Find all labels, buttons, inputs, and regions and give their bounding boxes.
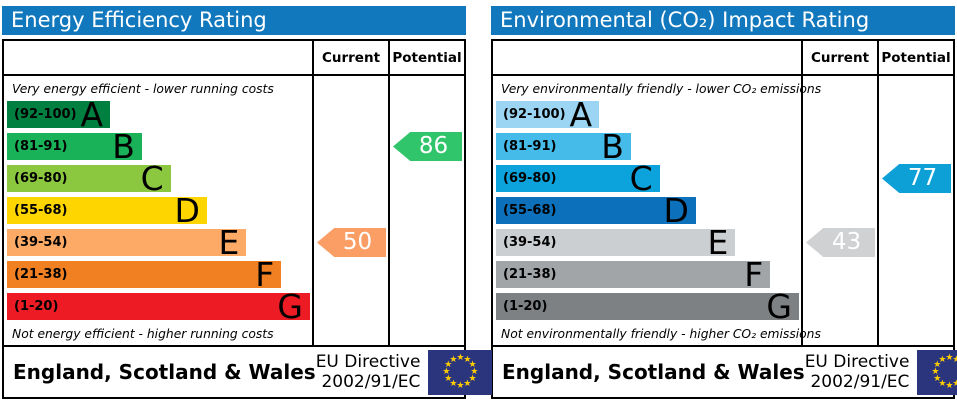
environmental-table-body: Very environmentally friendly - lower CO… <box>493 76 953 345</box>
energy-eu-directive-line2: 2002/91/EC <box>321 372 421 392</box>
environmental-band-c-range: (69-80) <box>503 171 557 186</box>
energy-panel-title: Energy Efficiency Rating <box>2 6 466 35</box>
environmental-region-label: England, Scotland & Wales <box>502 360 805 384</box>
environmental-table-header-row: Current Potential <box>493 41 953 76</box>
energy-band-a-letter: A <box>80 95 104 134</box>
environmental-band-c: (69-80) C <box>496 159 660 198</box>
energy-potential-column: 86 <box>388 76 464 345</box>
environmental-band-g-letter: G <box>766 287 792 326</box>
environmental-band-e-range: (39-54) <box>503 235 557 250</box>
energy-band-b: (81-91) B <box>7 127 142 166</box>
environmental-band-f-range: (21-38) <box>503 267 557 282</box>
environmental-band-e-letter: E <box>707 223 729 262</box>
environmental-band-g-range: (1-20) <box>503 299 548 314</box>
energy-bottom-note: Not energy efficient - higher running co… <box>12 327 274 341</box>
energy-band-c: (69-80) C <box>7 159 171 198</box>
environmental-potential-rating-arrow: 77 <box>882 164 951 193</box>
environmental-band-d-range: (55-68) <box>503 203 557 218</box>
environmental-band-area: Very environmentally friendly - lower CO… <box>493 76 822 345</box>
environmental-band-g: (1-20) G <box>496 287 799 326</box>
eu-flag-icon <box>428 349 493 395</box>
environmental-top-note: Very environmentally friendly - lower CO… <box>501 82 822 96</box>
environmental-header-spacer <box>493 41 801 74</box>
energy-band-f-range: (21-38) <box>14 267 68 282</box>
energy-band-g-range: (1-20) <box>14 299 59 314</box>
energy-band-c-range: (69-80) <box>14 171 68 186</box>
environmental-band-c-letter: C <box>629 159 653 198</box>
environmental-band-e: (39-54) E <box>496 223 736 262</box>
energy-band-d: (55-68) D <box>7 191 207 230</box>
energy-rating-table: Current Potential Very energy efficient … <box>2 39 466 347</box>
energy-band-a-range: (92-100) <box>14 107 77 122</box>
environmental-eu-directive-label: EU Directive 2002/91/EC <box>805 352 910 392</box>
energy-band-g-letter: G <box>277 287 303 326</box>
energy-band-e: (39-54) E <box>7 223 247 262</box>
energy-potential-column-header: Potential <box>388 41 464 74</box>
energy-current-column-header: Current <box>312 41 388 74</box>
energy-current-column: 50 <box>312 76 388 345</box>
environmental-footer: England, Scotland & Wales EU Directive 2… <box>491 345 957 399</box>
environmental-band-b: (81-91) B <box>496 127 631 166</box>
environmental-band-f-letter: F <box>744 255 764 294</box>
environmental-band-d-letter: D <box>663 191 689 230</box>
environmental-band-a-range: (92-100) <box>503 107 566 122</box>
energy-band-f: (21-38) F <box>7 255 282 294</box>
environmental-panel-title: Environmental (CO₂) Impact Rating <box>491 6 955 35</box>
environmental-band-f: (21-38) F <box>496 255 771 294</box>
environmental-current-rating-arrow: 43 <box>806 228 875 257</box>
environmental-potential-column-header: Potential <box>877 41 953 74</box>
energy-band-g: (1-20) G <box>7 287 310 326</box>
energy-band-f-letter: F <box>255 255 275 294</box>
energy-band-b-letter: B <box>112 127 135 166</box>
energy-top-note: Very energy efficient - lower running co… <box>12 82 274 96</box>
energy-eu-directive-line1: EU Directive <box>315 351 421 372</box>
energy-band-d-range: (55-68) <box>14 203 68 218</box>
environmental-band-a-letter: A <box>569 95 593 134</box>
energy-header-spacer <box>4 41 312 74</box>
energy-band-a: (92-100) A <box>7 95 111 134</box>
environmental-current-column-header: Current <box>801 41 877 74</box>
energy-band-e-letter: E <box>218 223 240 262</box>
energy-efficiency-panel: Energy Efficiency Rating Current Potenti… <box>2 6 493 399</box>
environmental-rating-table: Current Potential Very environmentally f… <box>491 39 955 347</box>
environmental-eu-directive-line2: 2002/91/EC <box>810 372 910 392</box>
energy-current-rating-arrow: 50 <box>317 228 386 257</box>
eu-flag-icon <box>917 349 957 395</box>
energy-table-header-row: Current Potential <box>4 41 464 76</box>
environmental-potential-column: 77 <box>877 76 953 345</box>
environmental-band-b-range: (81-91) <box>503 139 557 154</box>
energy-table-body: Very energy efficient - lower running co… <box>4 76 464 345</box>
environmental-eu-directive-line1: EU Directive <box>804 351 910 372</box>
environmental-band-d: (55-68) D <box>496 191 696 230</box>
energy-eu-directive-label: EU Directive 2002/91/EC <box>316 352 421 392</box>
energy-band-b-range: (81-91) <box>14 139 68 154</box>
energy-potential-rating-arrow: 86 <box>393 132 462 161</box>
energy-band-d-letter: D <box>174 191 200 230</box>
energy-band-area: Very energy efficient - lower running co… <box>4 76 312 345</box>
energy-band-e-range: (39-54) <box>14 235 68 250</box>
environmental-bottom-note: Not environmentally friendly - higher CO… <box>501 327 821 341</box>
energy-footer: England, Scotland & Wales EU Directive 2… <box>2 345 493 399</box>
environmental-current-column: 43 <box>801 76 877 345</box>
environmental-band-a: (92-100) A <box>496 95 600 134</box>
energy-band-c-letter: C <box>140 159 164 198</box>
environmental-impact-panel: Environmental (CO₂) Impact Rating Curren… <box>491 6 957 399</box>
energy-region-label: England, Scotland & Wales <box>13 360 316 384</box>
environmental-band-b-letter: B <box>601 127 624 166</box>
